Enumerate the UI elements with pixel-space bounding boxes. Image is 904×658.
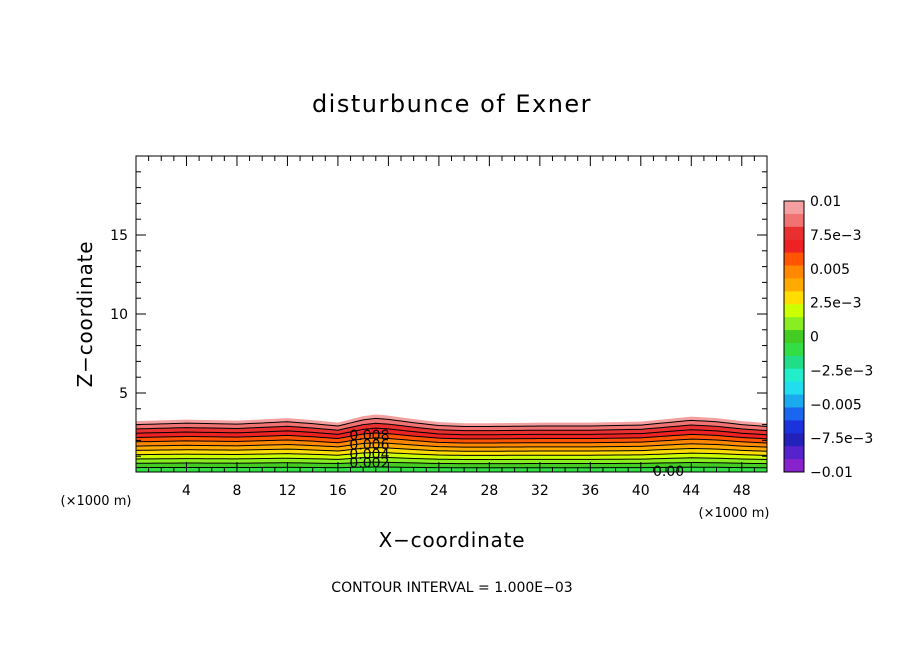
colorbar-label: 0.005 <box>810 262 850 278</box>
contour-line <box>136 437 767 444</box>
x-tick-label: 8 <box>232 483 241 499</box>
colorbar-swatch <box>784 433 804 447</box>
y-tick-label: 10 <box>110 307 128 323</box>
x-unit-right: (×1000 m) <box>699 506 770 521</box>
x-tick-label: 40 <box>632 483 650 499</box>
contour-band <box>136 437 767 448</box>
contour-line <box>136 417 767 427</box>
x-tick-label: 24 <box>430 483 448 499</box>
colorbar-swatch <box>784 278 804 292</box>
x-axis-title: X−coordinate <box>379 528 526 552</box>
colorbar-swatch <box>784 304 804 318</box>
colorbar-frame <box>783 200 805 473</box>
colorbar-swatch <box>784 420 804 434</box>
colorbar-swatch <box>784 201 804 215</box>
contour-line <box>136 447 767 452</box>
contour-band <box>136 428 767 439</box>
contour-band <box>136 433 767 443</box>
x-tick-label: 32 <box>531 483 549 499</box>
x-unit-left: (×1000 m) <box>61 494 132 509</box>
colorbar-swatch <box>784 381 804 396</box>
colorbar-swatch <box>784 407 804 421</box>
colorbar-swatch <box>784 213 804 228</box>
colorbar-swatch <box>784 459 804 473</box>
colorbar-label: −7.5e−3 <box>810 431 873 447</box>
x-tick-label: 20 <box>379 483 397 499</box>
contour-band <box>136 414 767 427</box>
colorbar-swatch <box>784 291 804 305</box>
colorbar-label: −0.005 <box>810 397 862 413</box>
colorbar-swatch <box>784 368 804 383</box>
x-tick-label: 12 <box>279 483 297 499</box>
colorbar-swatch <box>784 330 804 344</box>
colorbar-swatch <box>784 355 804 370</box>
colorbar-swatches <box>784 201 804 473</box>
contour-line <box>136 422 767 432</box>
colorbar-label: 2.5e−3 <box>810 296 862 312</box>
contour-line <box>136 461 767 465</box>
contour-line <box>136 442 767 448</box>
x-tick-label: 28 <box>480 483 498 499</box>
contour-line <box>136 451 767 456</box>
colorbar-swatch <box>784 342 804 357</box>
contour-band <box>136 418 767 431</box>
colorbar-label: 0 <box>810 330 819 346</box>
colorbar-swatch <box>784 252 804 267</box>
y-tick-label: 5 <box>119 386 128 402</box>
contour-band <box>136 457 767 464</box>
x-tick-label: 36 <box>581 483 599 499</box>
colorbar-swatch <box>784 239 804 254</box>
colorbar-label: −0.01 <box>810 465 853 481</box>
x-tick-label: 48 <box>733 483 751 499</box>
contour-label: 0.002 <box>349 456 389 472</box>
contour-interval-note: CONTOUR INTERVAL = 1.000E−03 <box>331 580 572 596</box>
y-tick-label: 15 <box>110 228 128 244</box>
contour-label: 0.008 <box>349 428 389 444</box>
colorbar-labels: 0.01 7.5e−3 0.005 2.5e−3 0 −2.5e−3 −0.00… <box>810 194 873 481</box>
x-tick-label: 44 <box>682 483 700 499</box>
colorbar-label: 0.01 <box>810 194 841 210</box>
colorbar-swatch <box>784 226 804 241</box>
colorbar-label: −2.5e−3 <box>810 363 873 379</box>
contour-label: 0.006 <box>349 437 389 453</box>
y-axis-title: Z−coordinate <box>73 241 97 388</box>
axis-ticks <box>136 156 767 472</box>
colorbar-swatch <box>784 265 804 279</box>
x-tick-label: 4 <box>182 483 191 499</box>
colorbar-label: 7.5e−3 <box>810 228 862 244</box>
contour-line <box>136 427 767 436</box>
contour-line <box>136 432 767 440</box>
y-tick-labels: 5 10 15 <box>110 228 128 402</box>
colorbar-swatch <box>784 394 804 408</box>
x-tick-label: 16 <box>329 483 347 499</box>
colorbar-swatch <box>784 446 804 460</box>
x-tick-labels: 4 8 12 16 20 24 28 32 36 40 44 48 <box>182 483 751 499</box>
contour-label: 0.004 <box>349 447 389 463</box>
chart-title: disturbunce of Exner <box>312 90 592 118</box>
contour-labels: 0.008 0.006 0.004 0.002 0.00 <box>349 428 684 480</box>
colorbar-swatch <box>784 317 804 331</box>
contour-band <box>136 423 767 435</box>
contour-line <box>136 456 767 461</box>
colorbar: 0.01 7.5e−3 0.005 2.5e−3 0 −2.5e−3 −0.00… <box>783 194 873 481</box>
